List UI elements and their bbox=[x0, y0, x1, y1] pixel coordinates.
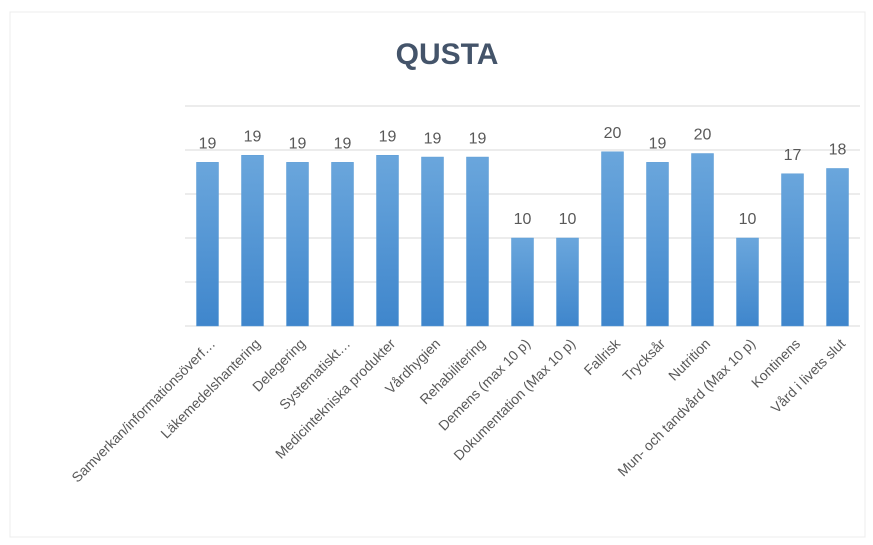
data-label: 18 bbox=[829, 142, 847, 159]
data-label: 20 bbox=[604, 125, 622, 142]
chart-title: QUSTA bbox=[396, 38, 499, 71]
data-label: 19 bbox=[649, 136, 667, 153]
bar bbox=[466, 156, 489, 327]
data-label: 19 bbox=[334, 136, 352, 153]
data-label: 19 bbox=[244, 128, 262, 145]
bar bbox=[781, 173, 804, 327]
bar bbox=[826, 168, 849, 327]
data-label: 10 bbox=[739, 211, 757, 228]
bar bbox=[286, 162, 309, 327]
data-label: 19 bbox=[469, 130, 487, 147]
bar bbox=[331, 162, 354, 327]
bar bbox=[376, 155, 399, 327]
bar bbox=[556, 237, 579, 327]
bar bbox=[646, 162, 669, 327]
bar bbox=[511, 237, 534, 327]
bar bbox=[241, 155, 264, 327]
bar bbox=[691, 153, 714, 327]
data-label: 19 bbox=[289, 136, 307, 153]
data-label: 17 bbox=[784, 147, 802, 164]
bar bbox=[196, 162, 219, 327]
bar bbox=[601, 151, 624, 327]
data-label: 19 bbox=[424, 130, 442, 147]
data-label: 10 bbox=[514, 211, 532, 228]
data-label: 19 bbox=[199, 136, 217, 153]
data-label: 20 bbox=[694, 127, 712, 144]
bar bbox=[421, 156, 444, 327]
data-label: 10 bbox=[559, 211, 577, 228]
bar bbox=[736, 237, 759, 327]
data-label: 19 bbox=[379, 128, 397, 145]
